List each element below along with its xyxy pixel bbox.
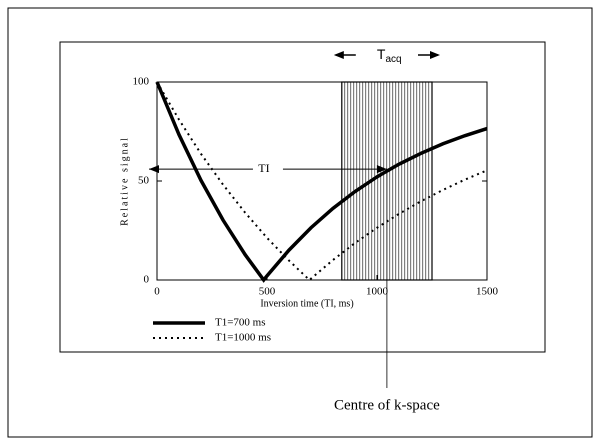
arrowhead (333, 51, 344, 59)
outer-frame (7, 7, 593, 438)
legend-label: T1=1000 ms (215, 332, 271, 344)
y-tick-label: 0 (144, 274, 150, 286)
ti-label: TI (258, 161, 269, 175)
series-line (155, 81, 488, 283)
k-space-label: Centre of k-space (334, 397, 440, 413)
x-tick-label: 1000 (366, 286, 389, 298)
acq-label-main: T (377, 46, 386, 62)
x-tick-label: 1500 (476, 286, 499, 298)
legend-label: T1=700 ms (215, 317, 266, 329)
y-tick-label: 100 (133, 76, 150, 88)
y-axis-label: Relative signal (119, 136, 130, 226)
x-tick-label: 0 (154, 286, 160, 298)
plot-area (156, 81, 488, 281)
arrowhead (149, 165, 159, 174)
arrowhead (430, 51, 440, 59)
ti-label-bg (252, 161, 283, 178)
y-tick-label: 50 (138, 175, 150, 187)
series-line (156, 81, 488, 282)
arrowhead (376, 165, 387, 174)
x-tick-label: 500 (259, 286, 276, 298)
acq-label: Tacq (377, 46, 402, 65)
acq-label-sub: acq (385, 54, 401, 65)
chart-frame (59, 41, 546, 353)
x-axis-label: Inversion time (TI, ms) (260, 298, 353, 309)
